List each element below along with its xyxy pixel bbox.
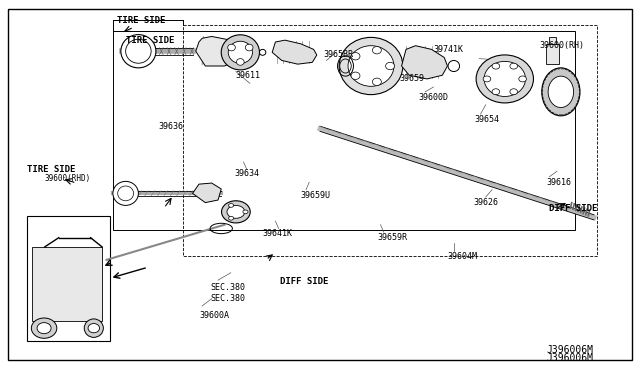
Text: 39659: 39659: [399, 74, 425, 83]
Text: J396006M: J396006M: [546, 345, 593, 355]
Ellipse shape: [243, 210, 248, 214]
Bar: [546, 44, 559, 64]
Text: DIFF SIDE: DIFF SIDE: [549, 203, 598, 213]
Ellipse shape: [227, 205, 245, 218]
Ellipse shape: [221, 201, 250, 223]
Text: 39659U: 39659U: [301, 191, 331, 200]
Text: SEC.380: SEC.380: [211, 283, 245, 292]
Text: DIFF SIDE: DIFF SIDE: [280, 278, 329, 286]
Ellipse shape: [484, 61, 525, 96]
Ellipse shape: [339, 38, 403, 94]
Text: 39600(RH): 39600(RH): [540, 41, 585, 50]
Text: 39659R: 39659R: [378, 233, 407, 242]
Ellipse shape: [228, 203, 234, 207]
Text: 39654: 39654: [474, 115, 499, 124]
Ellipse shape: [237, 59, 244, 65]
Text: SEC.380: SEC.380: [211, 294, 245, 303]
Ellipse shape: [492, 63, 500, 69]
Ellipse shape: [221, 35, 259, 70]
Text: 3965BR: 3965BR: [323, 51, 353, 60]
Text: 39616: 39616: [546, 178, 572, 187]
Ellipse shape: [541, 68, 580, 116]
Ellipse shape: [351, 72, 360, 80]
Text: J396006M: J396006M: [546, 353, 593, 363]
Polygon shape: [401, 46, 447, 79]
Ellipse shape: [84, 319, 103, 337]
Ellipse shape: [492, 89, 500, 94]
Ellipse shape: [228, 217, 234, 220]
Text: 39741K: 39741K: [433, 45, 463, 54]
Ellipse shape: [476, 55, 534, 103]
Text: 39636: 39636: [159, 122, 184, 131]
Polygon shape: [272, 40, 317, 64]
Ellipse shape: [372, 46, 381, 54]
Ellipse shape: [348, 46, 394, 86]
Ellipse shape: [351, 52, 360, 60]
Bar: [549, 37, 556, 44]
Text: 39626: 39626: [473, 198, 498, 207]
Ellipse shape: [121, 35, 156, 68]
Ellipse shape: [37, 323, 51, 334]
Ellipse shape: [228, 41, 252, 63]
Bar: [32, 247, 102, 321]
Text: 39600A: 39600A: [199, 311, 229, 320]
Ellipse shape: [548, 76, 573, 108]
Ellipse shape: [372, 78, 381, 86]
Ellipse shape: [31, 318, 57, 338]
Text: TIRE SIDE: TIRE SIDE: [27, 165, 76, 174]
Ellipse shape: [483, 76, 491, 82]
Text: 39634: 39634: [234, 169, 259, 177]
Text: TIRE SIDE: TIRE SIDE: [117, 16, 166, 25]
Polygon shape: [196, 36, 241, 66]
Bar: [27, 215, 109, 341]
Ellipse shape: [386, 62, 394, 70]
Text: 39600(RHD): 39600(RHD): [45, 174, 91, 183]
Ellipse shape: [88, 324, 100, 333]
Text: TIRE SIDE: TIRE SIDE: [125, 36, 174, 45]
Ellipse shape: [510, 89, 518, 94]
Polygon shape: [193, 183, 221, 203]
Text: 39604M: 39604M: [447, 251, 477, 261]
Text: 39611: 39611: [236, 71, 261, 80]
Text: 39641K: 39641K: [262, 230, 292, 238]
Ellipse shape: [113, 182, 138, 205]
Ellipse shape: [245, 44, 253, 51]
Ellipse shape: [228, 44, 236, 51]
Ellipse shape: [510, 63, 518, 69]
Text: 39600D: 39600D: [419, 93, 449, 102]
Ellipse shape: [519, 76, 527, 82]
